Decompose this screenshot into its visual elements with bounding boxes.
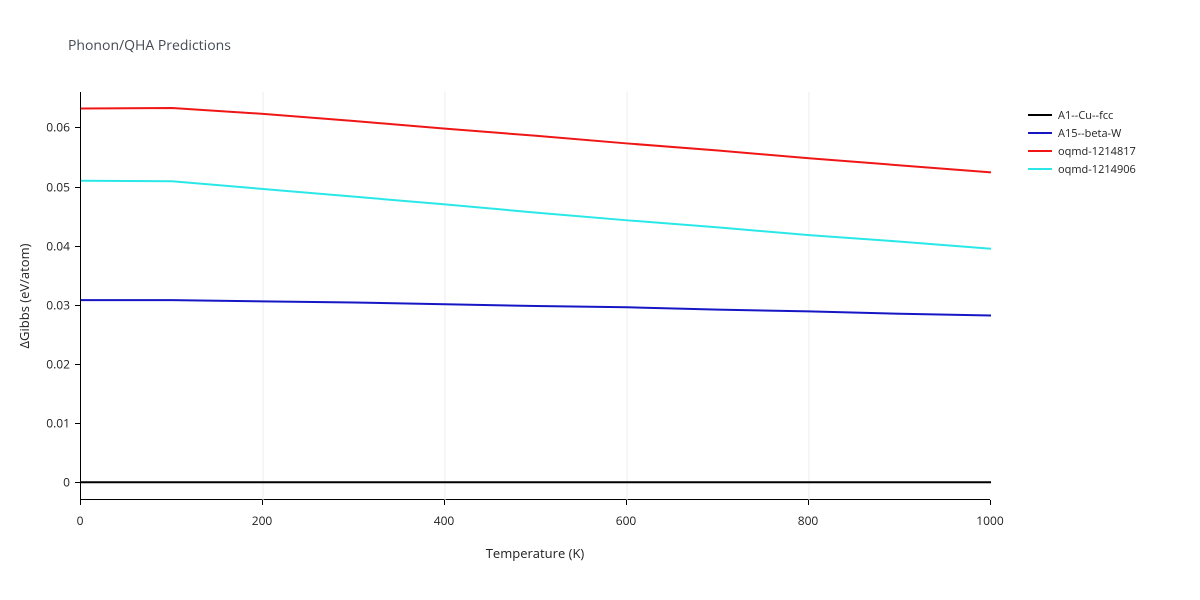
legend-label: oqmd-1214906 — [1058, 162, 1136, 177]
y-tick-mark — [75, 246, 80, 247]
legend-item[interactable]: oqmd-1214906 — [1028, 160, 1136, 178]
legend-swatch — [1028, 132, 1052, 134]
x-tick-mark — [444, 500, 445, 505]
x-tick-mark — [990, 500, 991, 505]
plot-svg — [81, 92, 991, 500]
x-tick-label: 800 — [798, 512, 819, 529]
chart-title: Phonon/QHA Predictions — [68, 36, 231, 55]
y-tick-label: 0.04 — [30, 237, 70, 254]
y-tick-mark — [75, 305, 80, 306]
series-line[interactable] — [81, 300, 991, 315]
y-tick-label: 0.03 — [30, 296, 70, 313]
x-tick-mark — [808, 500, 809, 505]
x-tick-mark — [626, 500, 627, 505]
legend-label: A1--Cu--fcc — [1058, 108, 1113, 123]
x-tick-label: 1000 — [976, 512, 1003, 529]
legend-swatch — [1028, 114, 1052, 116]
legend-item[interactable]: A1--Cu--fcc — [1028, 106, 1136, 124]
x-tick-mark — [262, 500, 263, 505]
y-tick-mark — [75, 127, 80, 128]
legend-item[interactable]: A15--beta-W — [1028, 124, 1136, 142]
legend-item[interactable]: oqmd-1214817 — [1028, 142, 1136, 160]
y-tick-label: 0.02 — [30, 356, 70, 373]
x-tick-label: 0 — [77, 512, 84, 529]
y-tick-mark — [75, 364, 80, 365]
series-line[interactable] — [81, 108, 991, 172]
x-tick-label: 600 — [616, 512, 637, 529]
y-tick-label: 0.05 — [30, 178, 70, 195]
y-tick-mark — [75, 187, 80, 188]
legend-swatch — [1028, 150, 1052, 152]
y-tick-mark — [75, 482, 80, 483]
y-tick-mark — [75, 423, 80, 424]
y-tick-label: 0.01 — [30, 415, 70, 432]
x-tick-label: 400 — [434, 512, 455, 529]
legend: A1--Cu--fcc A15--beta-W oqmd-1214817 oqmd-1… — [1028, 106, 1136, 178]
y-tick-label: 0 — [30, 474, 70, 491]
x-tick-label: 200 — [252, 512, 273, 529]
legend-label: A15--beta-W — [1058, 126, 1121, 141]
plot-area — [80, 92, 990, 500]
series-line[interactable] — [81, 181, 991, 249]
legend-label: oqmd-1214817 — [1058, 144, 1136, 159]
y-tick-label: 0.06 — [30, 119, 70, 136]
legend-swatch — [1028, 168, 1052, 170]
x-axis-label: Temperature (K) — [486, 544, 585, 562]
x-tick-mark — [80, 500, 81, 505]
